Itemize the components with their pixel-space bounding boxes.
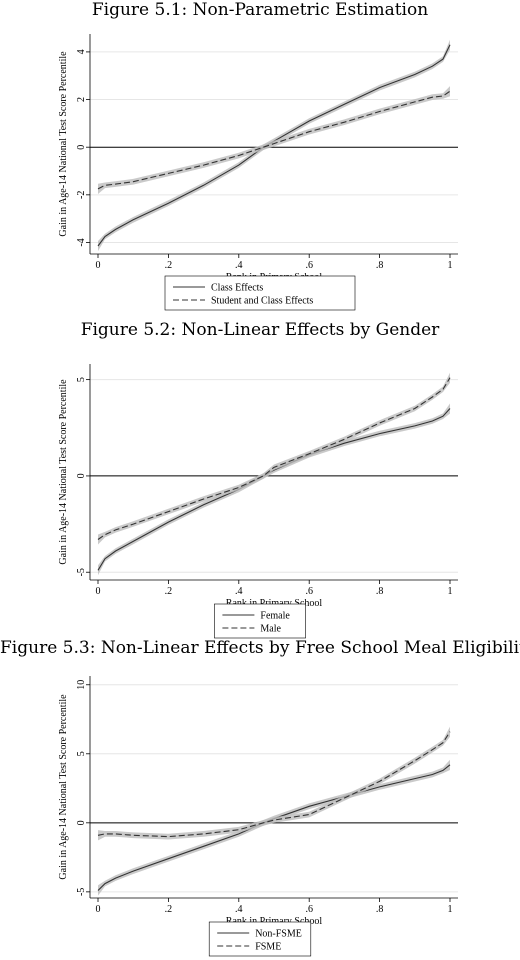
chart-5-2-plot: -5 0 5 0 .2 .4 .6 .8 1 Rank in Primary School Gain… — [58, 364, 458, 639]
series-line-male — [97, 377, 451, 540]
x-tick-label: .4 — [235, 586, 243, 597]
legend-label: Class Effects — [211, 283, 263, 294]
legend-label: Non-FSME — [255, 929, 302, 940]
x-tick-label: 1 — [448, 260, 453, 271]
chart-title: Figure 5.2: Non-Linear Effects by Gender — [80, 320, 440, 340]
y-axis-label: Gain in Age-14 National Test Score Perce… — [58, 379, 69, 565]
y-tick-label: -5 — [76, 568, 87, 576]
series-line-student-and-class-effects — [97, 90, 451, 190]
figure-5-2: Figure 5.2: Non-Linear Effects by Gender… — [0, 320, 520, 640]
y-tick-label: -2 — [76, 191, 87, 199]
y-tick-label: 0 — [76, 820, 87, 825]
y-tick-label: -5 — [76, 888, 87, 896]
figure-5-3: Figure 5.3: Non-Linear Effects by Free S… — [0, 638, 520, 957]
y-tick-label: -4 — [76, 238, 87, 246]
x-tick-label: .6 — [305, 260, 313, 271]
figure-5-1: Figure 5.1: Non-Parametric Estimation -4… — [0, 0, 520, 318]
chart-5-3-plot: -5 0 5 10 0 .2 .4 .6 .8 1 Rank in Primary School Ga… — [58, 676, 458, 957]
series-line-female — [97, 408, 451, 571]
chart-title: Figure 5.3: Non-Linear Effects by Free S… — [0, 638, 520, 658]
x-tick-label: .2 — [165, 260, 173, 271]
x-tick-label: 0 — [96, 904, 101, 915]
confidence-band — [98, 726, 450, 841]
x-tick-label: 0 — [96, 260, 101, 271]
y-axis-label: Gain in Age-14 National Test Score Perce… — [58, 694, 69, 880]
chart-title: Figure 5.1: Non-Parametric Estimation — [91, 0, 429, 20]
legend-label: FSME — [255, 942, 281, 953]
x-tick-label: .6 — [305, 904, 313, 915]
y-tick-label: 2 — [76, 97, 87, 102]
y-tick-label: 4 — [76, 49, 87, 54]
x-tick-label: .8 — [376, 586, 384, 597]
x-tick-label: .2 — [165, 586, 173, 597]
x-axis-label: Rank in Primary School — [226, 598, 323, 609]
legend-label: Student and Class Effects — [211, 296, 313, 307]
x-tick-label: 1 — [448, 904, 453, 915]
legend-box — [164, 275, 356, 311]
x-tick-label: 1 — [448, 586, 453, 597]
legend-box — [214, 603, 306, 639]
x-tick-label: .8 — [376, 260, 384, 271]
confidence-band — [98, 759, 450, 896]
y-tick-label: 5 — [76, 751, 87, 756]
y-tick-label: 5 — [76, 377, 87, 382]
x-tick-label: .6 — [305, 586, 313, 597]
series-line-fsme — [97, 731, 451, 838]
x-tick-label: .2 — [165, 904, 173, 915]
y-tick-label: 0 — [76, 473, 87, 478]
y-tick-label: 0 — [76, 145, 87, 150]
x-tick-label: .8 — [376, 904, 384, 915]
y-axis-label: Gain in Age-14 National Test Score Perce… — [58, 51, 69, 237]
confidence-band — [98, 372, 450, 545]
confidence-band — [98, 86, 450, 194]
x-tick-label: 0 — [96, 586, 101, 597]
y-tick-label: 10 — [76, 680, 87, 690]
legend-label: Male — [260, 624, 281, 635]
x-tick-label: .4 — [235, 904, 243, 915]
legend-label: Female — [260, 611, 290, 622]
x-tick-label: .4 — [235, 260, 243, 271]
x-axis-label: Rank in Primary School — [226, 916, 323, 927]
